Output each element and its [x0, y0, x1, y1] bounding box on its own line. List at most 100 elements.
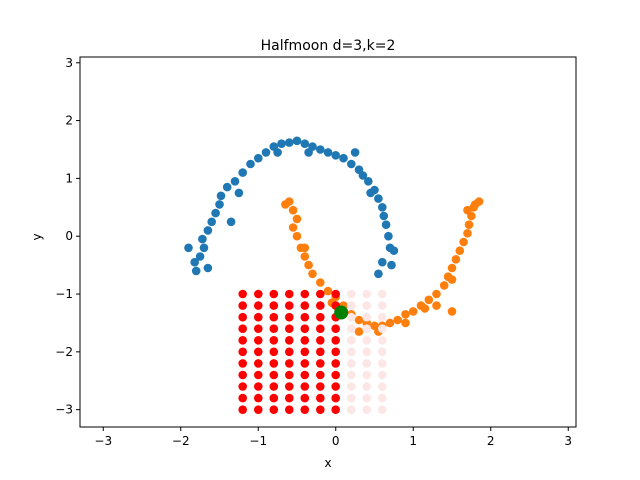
data-point-series-0	[198, 234, 207, 244]
data-point-series-0	[350, 148, 360, 157]
data-point-series-1	[300, 252, 310, 261]
y-tick-label: −3	[55, 403, 73, 417]
data-point-series-1	[300, 243, 310, 253]
data-point-series-1	[401, 318, 410, 328]
data-point-series-2	[269, 289, 279, 299]
data-point-series-3	[378, 347, 387, 357]
data-point-series-0	[389, 246, 399, 255]
data-point-series-2	[316, 336, 325, 345]
data-point-series-2	[331, 336, 341, 345]
x-tick-label: 3	[564, 434, 572, 448]
data-point-series-2	[316, 301, 325, 310]
data-point-series-0	[216, 191, 226, 201]
data-point-series-0	[364, 177, 373, 186]
data-point-series-1	[447, 275, 457, 284]
data-point-series-1	[463, 205, 472, 215]
data-point-series-1	[354, 327, 364, 336]
data-point-series-0	[316, 145, 325, 154]
x-tick-label: −3	[94, 434, 112, 448]
data-point-series-0	[374, 194, 383, 203]
data-point-series-3	[378, 336, 387, 345]
data-point-series-0	[199, 243, 209, 253]
x-tick-label: 0	[332, 434, 340, 448]
data-point-series-2	[316, 393, 325, 403]
data-point-series-1	[393, 315, 403, 325]
data-point-series-0	[191, 266, 201, 276]
data-point-series-3	[362, 336, 372, 345]
data-point-series-0	[379, 211, 389, 221]
data-point-series-3	[362, 393, 372, 403]
x-tick-label: −1	[249, 434, 267, 448]
data-point-series-0	[292, 136, 302, 146]
data-point-series-2	[269, 324, 279, 334]
data-point-series-2	[238, 370, 247, 380]
data-point-series-2	[285, 370, 294, 380]
data-point-series-2	[253, 393, 263, 403]
data-point-series-3	[378, 393, 387, 403]
data-point-series-0	[339, 153, 348, 163]
data-point-series-1	[447, 263, 457, 273]
y-tick-label: 0	[65, 229, 73, 243]
data-point-series-2	[300, 312, 310, 322]
data-point-series-0	[230, 177, 240, 186]
data-point-series-3	[347, 289, 356, 299]
data-point-series-0	[184, 243, 193, 253]
data-point-series-2	[253, 301, 263, 310]
points-layer	[184, 136, 484, 415]
data-point-series-1	[432, 289, 441, 299]
plot-frame	[79, 56, 577, 428]
data-point-series-0	[261, 148, 271, 157]
data-point-series-2	[300, 347, 310, 357]
data-point-series-2	[331, 289, 341, 299]
data-point-series-3	[378, 289, 387, 299]
data-point-series-2	[285, 405, 294, 415]
data-point-series-2	[300, 370, 310, 380]
data-point-series-3	[347, 382, 356, 391]
data-point-series-2	[238, 324, 247, 334]
data-point-series-0	[374, 269, 383, 279]
data-point-series-2	[300, 336, 310, 345]
data-point-series-2	[269, 336, 279, 345]
data-point-series-2	[285, 347, 294, 357]
data-point-series-0	[246, 159, 255, 169]
data-point-series-3	[362, 382, 372, 391]
plot-axes: −3 −2 −1 0 1 2 3 −3 −2 −1 0 1 2 3	[55, 56, 577, 448]
data-point-series-1	[292, 214, 302, 224]
data-point-series-1	[288, 223, 298, 232]
data-point-series-2	[253, 405, 263, 415]
data-point-series-0	[378, 257, 387, 267]
data-point-series-1	[451, 254, 461, 264]
data-point-series-1	[474, 197, 484, 206]
data-point-series-0	[331, 151, 341, 160]
data-point-series-3	[347, 324, 356, 334]
data-point-series-0	[378, 203, 387, 212]
data-point-series-0	[207, 217, 216, 227]
data-point-series-1	[385, 318, 395, 328]
data-point-series-2	[238, 289, 247, 299]
data-point-series-2	[316, 405, 325, 415]
data-point-series-0	[277, 139, 286, 148]
data-point-series-2	[285, 359, 294, 368]
data-point-series-2	[331, 405, 341, 415]
data-point-series-3	[362, 289, 372, 299]
data-point-series-2	[238, 301, 247, 310]
data-point-series-3	[362, 405, 372, 415]
data-point-series-2	[269, 347, 279, 357]
data-point-series-1	[447, 307, 457, 316]
y-tick-label: 2	[65, 114, 73, 128]
data-point-series-3	[378, 312, 387, 322]
data-point-series-3	[362, 359, 372, 368]
data-point-series-2	[253, 347, 263, 357]
data-point-series-0	[215, 200, 224, 209]
data-point-series-2	[316, 382, 325, 391]
data-point-series-3	[362, 370, 372, 380]
data-point-series-3	[362, 324, 372, 334]
data-point-series-0	[234, 188, 244, 198]
data-point-series-3	[347, 393, 356, 403]
data-point-series-2	[253, 370, 263, 380]
data-point-series-2	[300, 289, 310, 299]
data-point-series-0	[226, 217, 236, 227]
data-point-series-1	[288, 205, 298, 215]
chart-title: Halfmoon d=3,k=2	[261, 38, 396, 54]
data-point-series-0	[347, 159, 356, 169]
